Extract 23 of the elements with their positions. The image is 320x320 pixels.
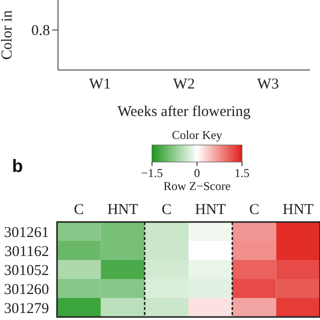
text: b: [12, 156, 23, 176]
color-bar-label: 1.5: [234, 166, 250, 180]
text: 0.8: [31, 23, 50, 39]
text: Weeks after flowering: [118, 104, 251, 120]
category-label: W3: [257, 76, 279, 93]
x-tick-label: HNT: [282, 202, 314, 218]
y-tick-label: 301260: [4, 282, 49, 298]
x-tick-label: C: [249, 202, 260, 218]
color-bar-label: 0: [194, 166, 200, 180]
color-bar-label: −1.5: [141, 166, 163, 180]
y-tick-label: 301052: [4, 262, 49, 279]
x-tick-label: C: [74, 202, 84, 218]
category-label: W2: [173, 76, 195, 93]
color-bar-title: Row Z−Score: [163, 179, 231, 193]
x-tick-label: C: [162, 202, 172, 218]
x-tick-label: HNT: [195, 202, 226, 218]
y-tick-label: 301162: [4, 244, 49, 260]
y-tick-label: 301279: [4, 300, 49, 317]
legend-title: Color Key: [172, 128, 222, 142]
text: Color in: [0, 10, 16, 60]
y-tick-label: 301261: [4, 224, 49, 241]
x-tick-label: HNT: [107, 202, 138, 218]
category-label: W1: [89, 76, 111, 93]
